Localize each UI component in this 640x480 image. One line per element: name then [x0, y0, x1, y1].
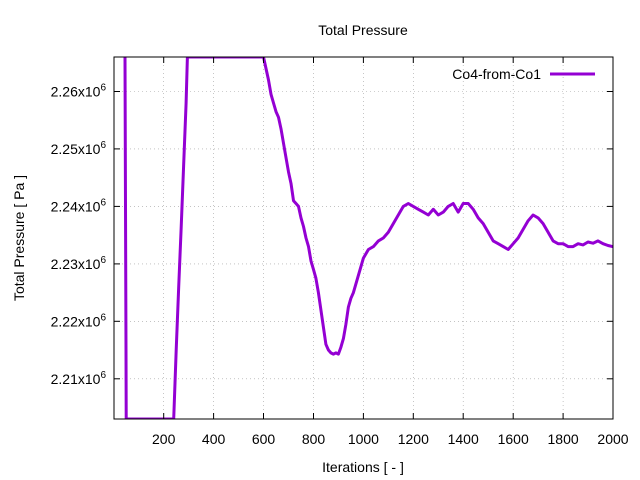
- x-tick-label: 1000: [348, 431, 379, 447]
- legend: Co4-from-Co1: [452, 66, 595, 82]
- y-axis-ticks: 2.21x106 2.22x106 2.23x106 2.24x106 2.25x106…: [51, 83, 613, 387]
- legend-label: Co4-from-Co1: [452, 66, 541, 82]
- x-tick-label: 1800: [548, 431, 579, 447]
- y-tick-label: 2.23x106: [51, 255, 107, 272]
- x-tick-label: 1600: [498, 431, 529, 447]
- x-tick-label: 400: [202, 431, 226, 447]
- x-tick-label: 1200: [398, 431, 429, 447]
- y-tick-label: 2.24x106: [51, 197, 107, 214]
- y-tick-label: 2.26x106: [51, 83, 107, 100]
- y-tick-label: 2.21x106: [51, 370, 107, 387]
- grid-lines: [114, 57, 613, 419]
- x-axis-ticks: 200 400 600 800 1000 1200 1400 1600 1800 2000: [152, 57, 629, 447]
- x-axis-label: Iterations [ - ]: [322, 459, 404, 475]
- y-tick-label: 2.22x106: [51, 312, 107, 329]
- x-tick-label: 2000: [597, 431, 628, 447]
- chart-title: Total Pressure: [318, 22, 408, 38]
- x-tick-label: 800: [302, 431, 326, 447]
- x-tick-label: 600: [252, 431, 276, 447]
- x-tick-label: 200: [152, 431, 176, 447]
- y-tick-label: 2.25x106: [51, 140, 107, 157]
- plot-area: [123, 57, 613, 419]
- x-tick-label: 1400: [448, 431, 479, 447]
- series-line: [123, 57, 613, 419]
- y-axis-label: Total Pressure [ Pa ]: [11, 175, 27, 301]
